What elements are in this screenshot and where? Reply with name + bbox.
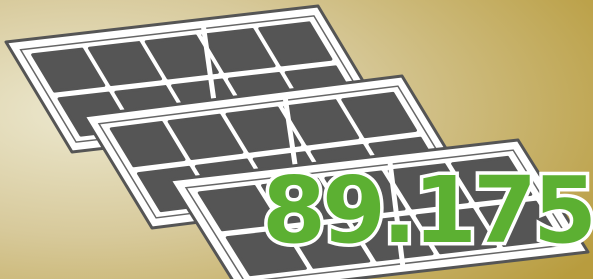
illustration: 89.175 [0, 0, 593, 279]
value-text: 89.175 [262, 157, 593, 264]
page: 89.175 (() => { const data = JSON.parse(… [0, 0, 593, 279]
